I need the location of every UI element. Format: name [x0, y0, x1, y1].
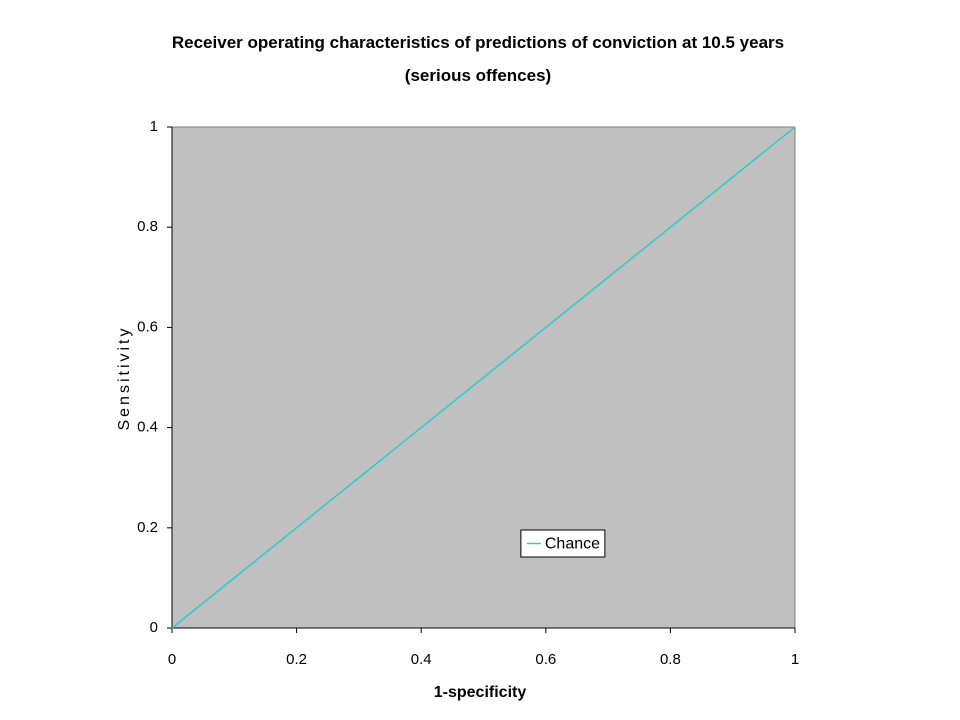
x-tick-label: 1 — [791, 651, 799, 668]
y-tick-label: 0.2 — [137, 519, 158, 536]
x-tick-label: 0.4 — [411, 651, 432, 668]
y-tick-label: 0.8 — [137, 218, 158, 235]
x-axis-label: 1-specificity — [434, 684, 527, 701]
legend-label: Chance — [545, 536, 600, 553]
y-tick-label: 1 — [150, 118, 158, 135]
series-line — [171, 126, 796, 629]
x-tick-label: 0.6 — [535, 651, 556, 668]
y-tick-label: 0.6 — [137, 318, 158, 335]
y-tick-label: 0.4 — [137, 419, 158, 436]
legend: Chance — [520, 529, 606, 558]
y-axis-label: Sensitivity — [116, 325, 133, 430]
x-tick-label: 0 — [168, 651, 176, 668]
x-tick-label: 0.2 — [286, 651, 307, 668]
chart-title: Receiver operating characteristics of pr… — [171, 33, 785, 85]
x-tick-label: 0.8 — [660, 651, 681, 668]
y-tick-label: 0 — [150, 619, 158, 636]
